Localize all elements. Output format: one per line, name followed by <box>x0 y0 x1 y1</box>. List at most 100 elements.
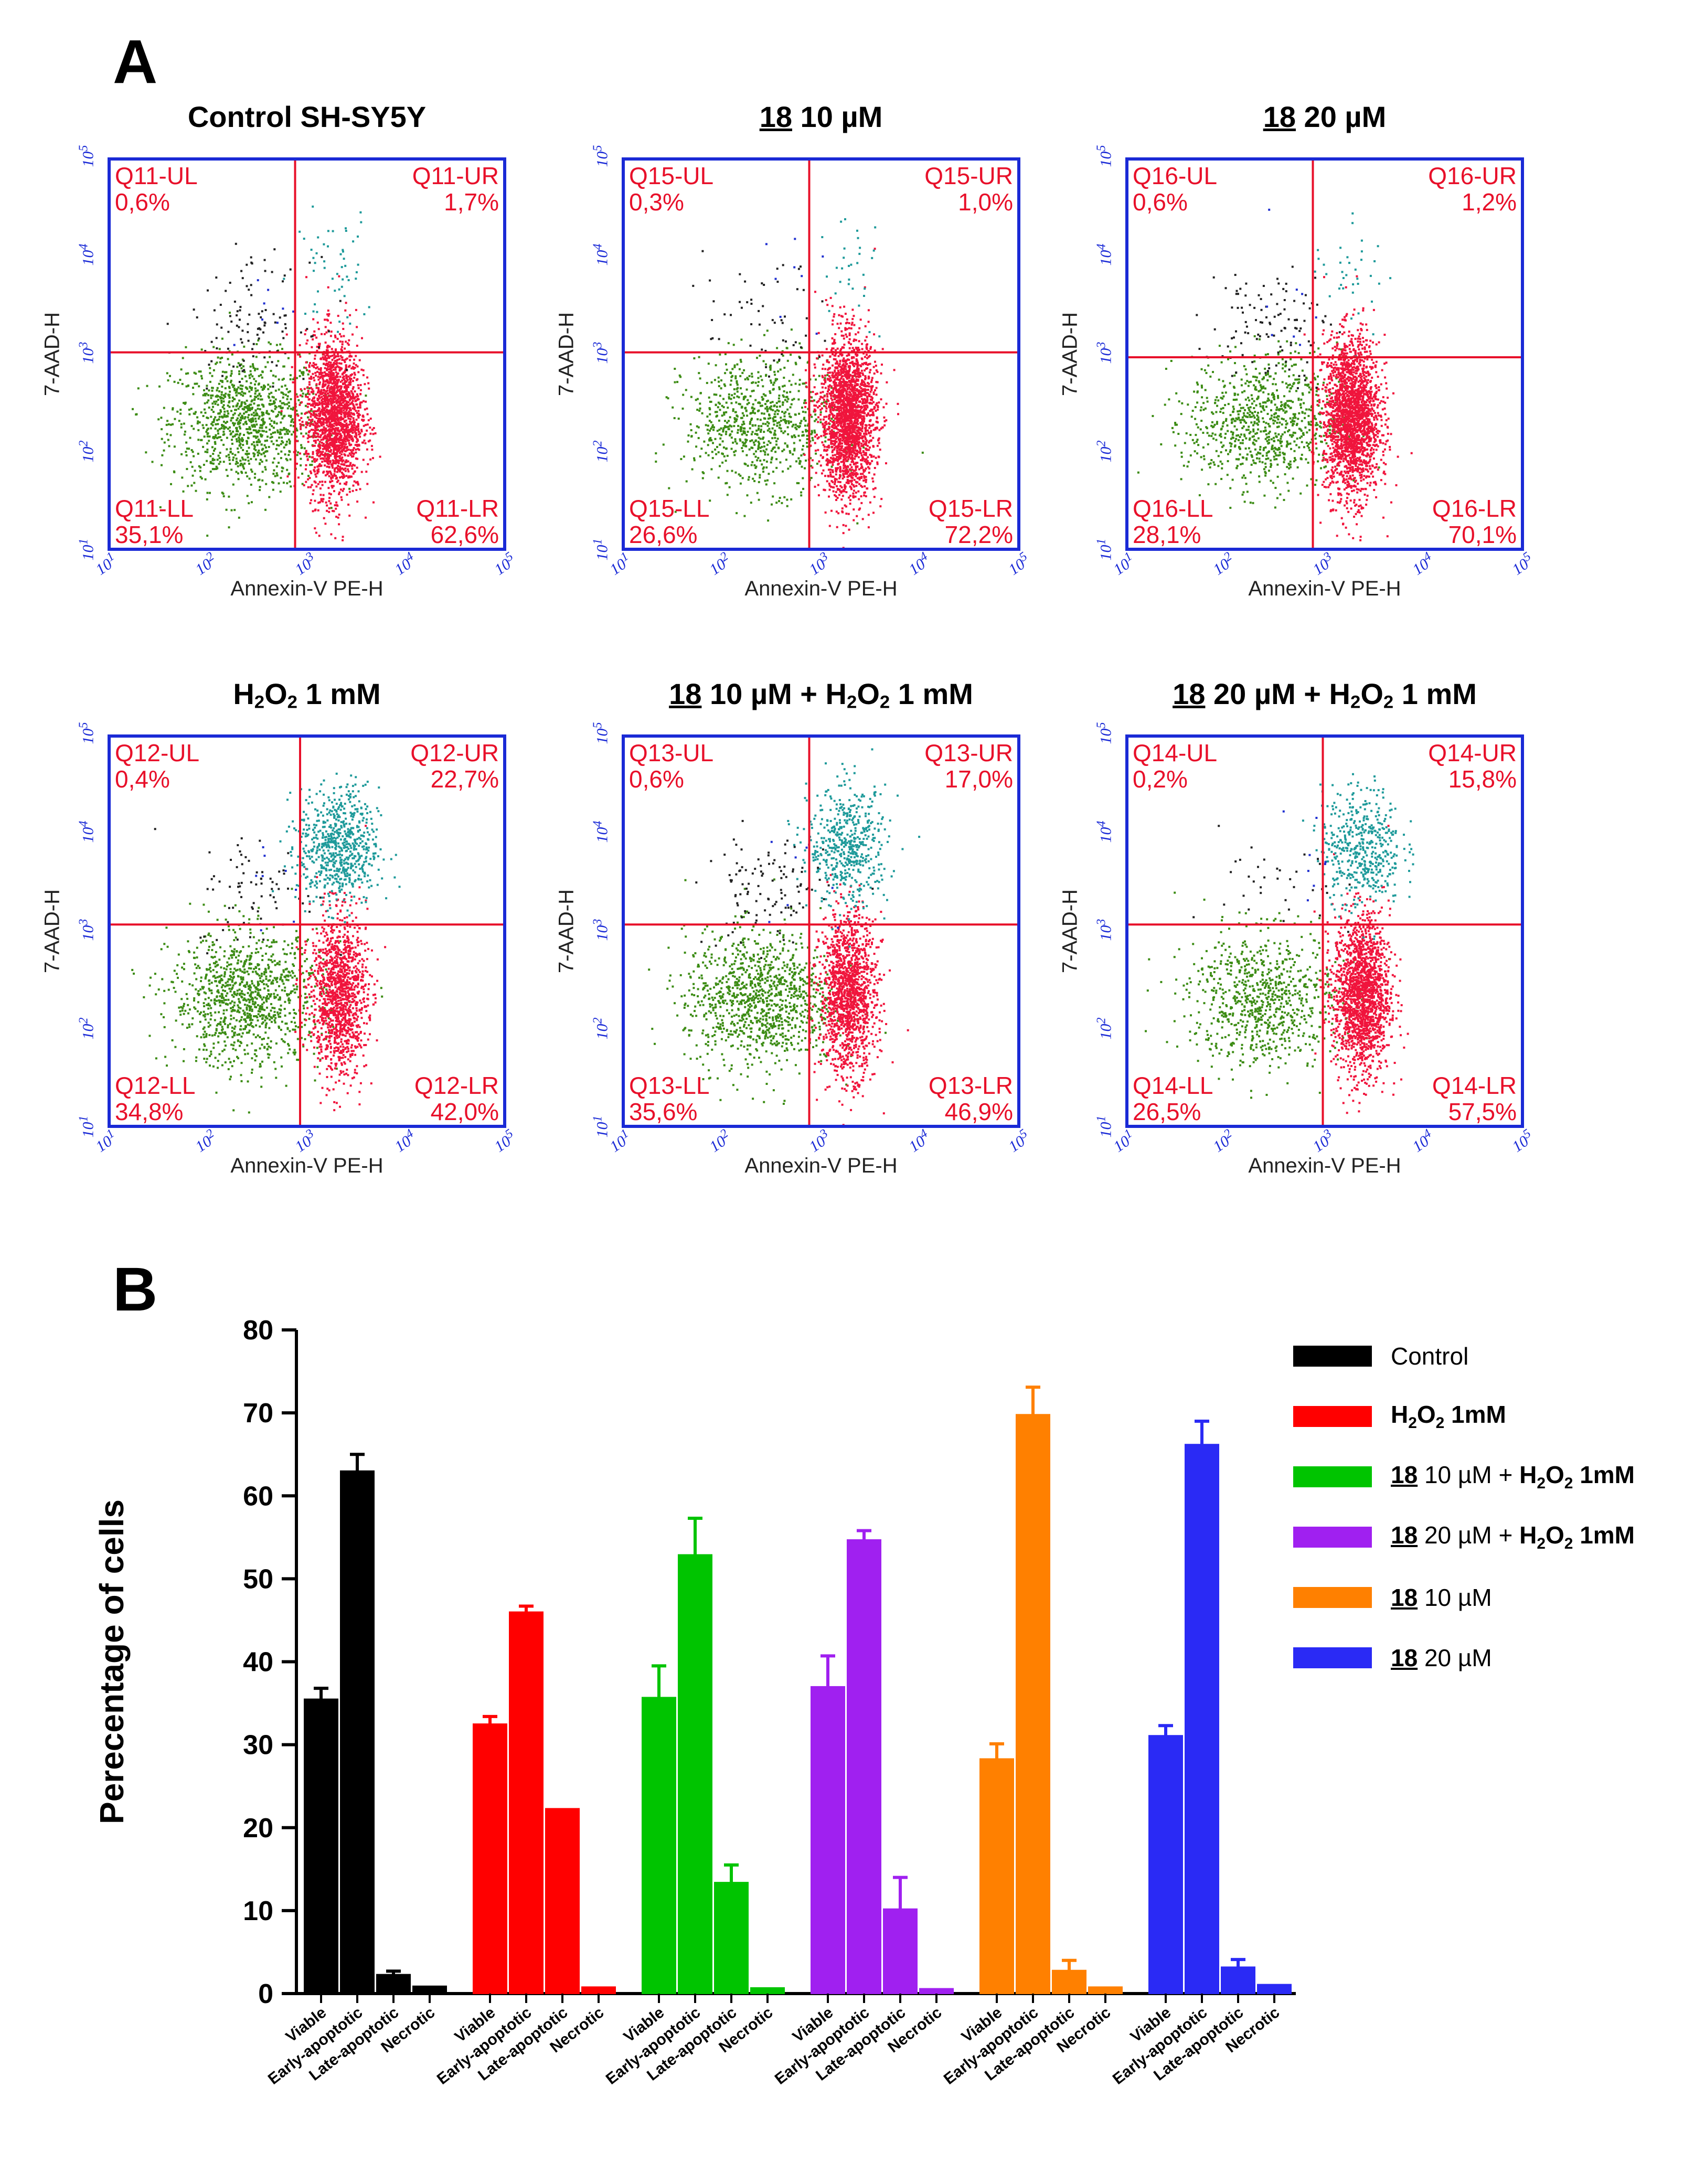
y-tick-label: 10 <box>243 1896 273 1926</box>
y-tick-label: 0 <box>258 1979 273 2009</box>
quadrant-lr-label-id: Q13-LR <box>928 1072 1013 1099</box>
legend-label: 18 20 µM + H2O2 1mM <box>1391 1521 1635 1553</box>
bar-18-20-m-h2o2-1mm-necrotic <box>919 1988 954 1994</box>
bar-h2o2-1mm-late-apoptotic <box>545 1808 580 1995</box>
quadrant-lr-label: Q14-LR 57,5% <box>1432 1072 1517 1125</box>
legend-h2o2: H <box>1391 1401 1409 1429</box>
quadrant-ll-label-id: Q16-LL <box>1133 495 1213 522</box>
viable-population <box>1145 891 1390 1099</box>
quadrant-ul-label-percent: 0,6% <box>1133 188 1188 216</box>
early-apoptotic-population <box>808 873 909 1125</box>
title-concentration: 1 mM <box>297 677 381 710</box>
legend-swatch <box>1293 1647 1372 1668</box>
dot-plot-canvas <box>111 738 503 1125</box>
quadrant-lr-label-id: Q16-LR <box>1432 495 1517 522</box>
dot-plot-canvas <box>625 161 1017 548</box>
bar-control-viable <box>304 1698 338 1994</box>
quadrant-ll-label-percent: 35,1% <box>115 521 184 548</box>
viable-population <box>132 312 367 537</box>
early-apoptotic-population <box>280 275 381 541</box>
y-axis-title: Perecentage of cells <box>93 1499 131 1824</box>
bar-18-20-m-late-apoptotic <box>1221 1966 1255 1994</box>
quadrant-lr-label: Q13-LR 46,9% <box>929 1072 1013 1125</box>
flow-panel-title: 18 10 µM <box>622 100 1020 134</box>
bar-control-early-apoptotic <box>340 1470 375 1994</box>
h2o2-label: H <box>825 677 847 710</box>
legend-swatch <box>1293 1527 1372 1548</box>
legend-item: 18 10 µM + H2O2 1mM <box>1293 1456 1635 1498</box>
quadrant-ll-label: Q11-LL 35,1% <box>115 495 194 548</box>
legend-text-part: Control <box>1391 1343 1469 1370</box>
h2o2-o: O <box>1546 1521 1564 1549</box>
quadrant-ll-label-percent: 28,1% <box>1133 521 1201 548</box>
h2o2-o: O <box>857 677 880 710</box>
quadrant-ll-label-id: Q12-LL <box>115 1072 196 1099</box>
necrotic-population <box>154 828 342 956</box>
bar-18-10-m-h2o2-1mm-viable <box>642 1697 676 1994</box>
quadrant-lr-label-id: Q15-LR <box>928 495 1013 522</box>
quadrant-ur-label-percent: 1,0% <box>958 188 1013 216</box>
quadrant-lr-label-percent: 62,6% <box>430 521 499 548</box>
late-apoptotic-population <box>821 218 881 338</box>
quadrant-lr-label-id: Q12-LR <box>414 1072 499 1099</box>
quadrant-ll-label: Q13-LL 35,6% <box>629 1072 709 1125</box>
quadrant-ur-label-percent: 1,7% <box>444 188 499 216</box>
h2o2-subscript: 2 <box>847 692 857 712</box>
bar-h2o2-1mm-viable <box>473 1723 507 1994</box>
y-tick-label: 30 <box>243 1730 273 1761</box>
legend-item: 18 10 µM <box>1293 1576 1492 1618</box>
legend-h2o2: H <box>1519 1521 1537 1549</box>
quadrant-ul-label: Q14-UL 0,2% <box>1133 740 1217 792</box>
necrotic-population <box>695 819 874 959</box>
quadrant-ur-label-id: Q16-UR <box>1428 162 1517 189</box>
legend-text-part: 20 µM + <box>1418 1521 1520 1549</box>
quadrant-ur-label: Q15-UR 1,0% <box>924 163 1013 215</box>
h2o2-subscript: 2 <box>1383 692 1394 712</box>
h2o2-label: H <box>233 677 254 710</box>
legend-compound-number: 18 <box>1391 1521 1418 1549</box>
quadrant-ul-label: Q16-UL 0,6% <box>1133 163 1217 215</box>
flow-panel-title: 18 20 µM + H2O2 1 mM <box>1125 677 1524 713</box>
panel-b-label: B <box>113 1255 158 1324</box>
flow-panel-title: H2O2 1 mM <box>108 677 506 713</box>
bar-h2o2-1mm-early-apoptotic <box>509 1611 544 1994</box>
y-tick-label: 60 <box>243 1481 273 1511</box>
bar-18-10-m-necrotic <box>1088 1986 1123 1995</box>
h2o2-subscript: 2 <box>287 692 297 712</box>
late-apoptotic-population <box>272 772 401 923</box>
y-tick-label: 70 <box>243 1398 273 1429</box>
quadrant-lr-label: Q11-LR 62,6% <box>416 495 499 548</box>
quadrant-ll-label: Q16-LL 28,1% <box>1133 495 1213 548</box>
quadrant-ul-label-id: Q14-UL <box>1133 739 1218 766</box>
quadrant-lr-label: Q15-LR 72,2% <box>929 495 1013 548</box>
quadrant-ul-label-percent: 0,2% <box>1133 765 1188 793</box>
y-tick-label: 80 <box>243 1315 273 1346</box>
early-apoptotic-population <box>1313 825 1409 1114</box>
flow-plot: Q13-UL 0,6% Q13-UR 17,0% Q13-LL 35,6% Q13-LR 46… <box>622 734 1020 1128</box>
necrotic-population-blue <box>233 279 295 346</box>
bar-18-20-m-necrotic <box>1257 1984 1292 1994</box>
quadrant-ur-label: Q14-UR 15,8% <box>1428 740 1517 792</box>
title-concentration: 1 mM <box>1393 677 1477 710</box>
y-tick-label: 20 <box>243 1813 273 1844</box>
early-apoptotic-population <box>294 825 387 1112</box>
title-concentration: 1 mM <box>890 677 973 710</box>
bar-18-10-m-h2o2-1mm-early-apoptotic <box>678 1554 712 1995</box>
legend-swatch <box>1293 1466 1372 1487</box>
bar-18-10-m-viable <box>979 1758 1014 1995</box>
x-axis-label: Annexin-V PE-H <box>1248 1154 1401 1177</box>
quadrant-ur-label-percent: 17,0% <box>944 765 1013 793</box>
necrotic-population-blue <box>1266 208 1317 346</box>
h2o2-subscript: 2 <box>1537 1535 1546 1553</box>
flow-plot: Q12-UL 0,4% Q12-UR 22,7% Q12-LL 34,8% Q12-LR 42… <box>108 734 506 1128</box>
x-axis-label: Annexin-V PE-H <box>744 577 898 600</box>
h2o2-subscript: 2 <box>1350 692 1361 712</box>
quadrant-ul-label-percent: 0,4% <box>115 765 170 793</box>
quadrant-ul-label: Q15-UL 0,3% <box>629 163 713 215</box>
necrotic-population-blue <box>1282 810 1327 902</box>
early-apoptotic-population <box>803 248 899 548</box>
necrotic-population <box>692 250 826 378</box>
dot-plot-canvas <box>111 161 503 548</box>
legend-item: H2O2 1mM <box>1293 1395 1506 1437</box>
legend-compound-number: 18 <box>1391 1461 1418 1489</box>
